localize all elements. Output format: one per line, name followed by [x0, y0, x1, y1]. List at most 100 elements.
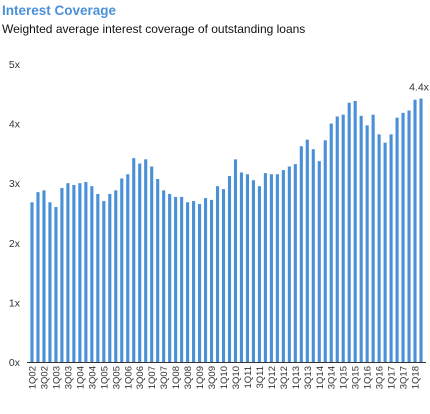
- y-tick-label: 2x: [9, 238, 21, 250]
- x-tick-label: 1Q10: [219, 366, 230, 389]
- x-tick-label: 1Q17: [387, 366, 398, 389]
- bar-2Q04: [84, 182, 88, 362]
- x-tick-label: 3Q16: [375, 366, 386, 389]
- bar-4Q04: [96, 193, 100, 362]
- y-tick-label: 5x: [9, 59, 21, 71]
- bar-4Q17: [407, 110, 411, 362]
- bar-2Q15: [347, 102, 351, 363]
- annotations: 4.4x: [409, 82, 430, 94]
- bar-4Q05: [120, 178, 124, 362]
- x-tick-label: 3Q11: [255, 366, 266, 389]
- bar-1Q10: [221, 189, 226, 362]
- bar-1Q04: [78, 183, 82, 362]
- x-tick-label: 1Q13: [291, 366, 302, 389]
- bar-2Q06: [132, 158, 136, 362]
- x-tick-label: 1Q02: [27, 366, 38, 389]
- bar-1Q07: [150, 166, 154, 362]
- bar-3Q13: [305, 139, 309, 362]
- bar-4Q09: [215, 186, 220, 362]
- bar-4Q06: [144, 159, 148, 362]
- y-axis: 0x 1x 2x 3x 4x 5x: [9, 59, 21, 369]
- data-label: 4.4x: [409, 82, 430, 94]
- bar-2Q02: [36, 192, 40, 362]
- bar-3Q03: [66, 183, 70, 362]
- x-tick-label: 1Q08: [171, 366, 182, 389]
- x-tick-label: 1Q06: [123, 366, 134, 389]
- x-tick-label: 3Q04: [87, 366, 98, 389]
- bar-4Q11: [263, 173, 267, 362]
- bar-1Q06: [126, 174, 130, 362]
- bar-3Q16: [377, 134, 381, 362]
- bar-3Q10: [233, 159, 238, 362]
- x-tick-label: 3Q06: [135, 366, 146, 389]
- bar-2Q09: [203, 198, 208, 362]
- x-tick-label: 3Q15: [351, 366, 362, 389]
- bar-1Q18: [413, 99, 417, 362]
- x-tick-label: 1Q18: [411, 366, 422, 389]
- bar-1Q11: [245, 174, 250, 362]
- x-tick-label: 1Q14: [315, 366, 326, 389]
- bar-3Q04: [90, 186, 94, 362]
- bar-4Q03: [72, 184, 76, 362]
- y-tick-label: 0x: [9, 357, 21, 369]
- y-tick-label: 4x: [9, 119, 21, 131]
- bar-1Q15: [341, 114, 345, 362]
- x-tick-label: 3Q12: [279, 366, 290, 389]
- x-tick-label: 3Q14: [327, 366, 338, 389]
- bar-1Q14: [317, 161, 321, 362]
- chart-subtitle: Weighted average interest coverage of ou…: [2, 22, 306, 36]
- bar-3Q12: [281, 170, 285, 362]
- bar-3Q17: [401, 112, 405, 362]
- bar-1Q05: [102, 201, 106, 362]
- bar-4Q10: [239, 172, 244, 362]
- bar-3Q11: [257, 186, 261, 362]
- bar-3Q09: [209, 199, 214, 362]
- bar-series: [30, 98, 423, 363]
- bar-3Q14: [329, 123, 333, 362]
- bar-2Q13: [299, 146, 303, 362]
- x-tick-label: 1Q09: [195, 366, 206, 389]
- bar-3Q15: [353, 100, 357, 363]
- x-tick-label: 3Q17: [399, 366, 410, 389]
- bar-2Q17: [395, 117, 399, 362]
- y-tick-label: 3x: [9, 178, 21, 190]
- bar-4Q13: [311, 149, 315, 362]
- bar-3Q07: [162, 190, 166, 362]
- bar-2Q18: [419, 98, 423, 363]
- bar-2Q16: [371, 114, 375, 362]
- x-tick-label: 1Q11: [243, 366, 254, 389]
- x-tick-label: 1Q05: [99, 366, 110, 389]
- x-axis: 1Q02 3Q02 1Q03 3Q03 1Q04 3Q04 1Q05 3Q05 1Q06 3Q06…: [27, 362, 426, 389]
- x-tick-label: 3Q03: [63, 366, 74, 389]
- bar-4Q15: [359, 115, 363, 363]
- bar-4Q16: [383, 142, 387, 362]
- bar-3Q02: [42, 190, 46, 362]
- bar-4Q08: [192, 201, 196, 362]
- bar-4Q07: [168, 193, 172, 362]
- bar-2Q05: [108, 193, 112, 362]
- bar-2Q11: [251, 180, 255, 362]
- x-tick-label: 1Q03: [51, 366, 62, 389]
- x-tick-label: 1Q07: [147, 366, 158, 389]
- bar-4Q12: [287, 166, 291, 362]
- bar-2Q08: [180, 196, 184, 362]
- chart-title: Interest Coverage: [2, 3, 117, 18]
- bar-1Q17: [389, 134, 393, 362]
- x-tick-label: 3Q10: [231, 366, 242, 389]
- x-tick-label: 3Q08: [183, 366, 194, 389]
- bar-3Q05: [114, 190, 118, 362]
- bar-1Q16: [365, 125, 369, 362]
- x-tick-label: 3Q02: [39, 366, 50, 389]
- bar-1Q12: [269, 174, 273, 362]
- x-tick-label: 1Q04: [75, 366, 86, 389]
- bar-2Q03: [60, 187, 64, 362]
- x-tick-label: 3Q05: [111, 366, 122, 389]
- bar-1Q03: [54, 207, 58, 362]
- x-tick-label: 1Q12: [267, 366, 278, 389]
- bar-2Q14: [323, 140, 327, 362]
- bar-1Q02: [30, 202, 34, 362]
- bar-4Q02: [48, 202, 52, 362]
- y-tick-label: 1x: [9, 297, 21, 309]
- bar-1Q13: [293, 164, 297, 362]
